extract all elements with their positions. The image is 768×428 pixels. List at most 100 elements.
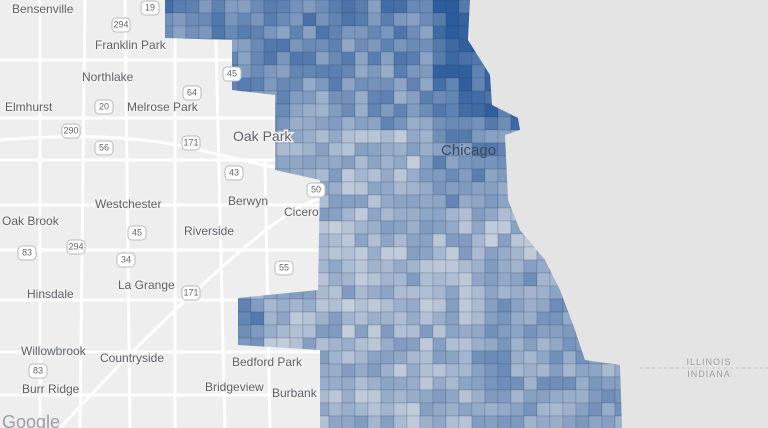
tract bbox=[497, 363, 512, 378]
tract bbox=[458, 285, 473, 300]
tract bbox=[458, 64, 473, 79]
tract bbox=[406, 116, 421, 131]
tract bbox=[432, 272, 447, 287]
tract bbox=[367, 0, 382, 14]
tract bbox=[419, 25, 434, 40]
shield: 19 bbox=[145, 2, 155, 12]
tract bbox=[315, 298, 330, 313]
tract bbox=[263, 12, 278, 27]
tract bbox=[380, 285, 395, 300]
tract bbox=[406, 51, 421, 66]
tract bbox=[211, 0, 226, 14]
tract bbox=[341, 376, 356, 391]
shield: 56 bbox=[99, 142, 109, 152]
place-label: Oak Park bbox=[233, 128, 292, 144]
tract bbox=[354, 181, 369, 196]
tract bbox=[419, 155, 434, 170]
tract bbox=[536, 324, 551, 339]
tract bbox=[341, 90, 356, 105]
tract bbox=[341, 311, 356, 326]
tract bbox=[419, 168, 434, 183]
tract bbox=[419, 181, 434, 196]
tract bbox=[497, 389, 512, 404]
shield-bg bbox=[61, 123, 81, 139]
tract bbox=[432, 90, 447, 105]
tract bbox=[315, 103, 330, 118]
tract bbox=[315, 142, 330, 157]
tract bbox=[510, 246, 525, 261]
tract bbox=[276, 38, 291, 53]
tract bbox=[341, 12, 356, 27]
tract bbox=[523, 337, 538, 352]
tract bbox=[289, 129, 304, 144]
shield-bg bbox=[28, 363, 48, 379]
tract bbox=[406, 259, 421, 274]
place-label: Bridgeview bbox=[205, 380, 264, 394]
tract bbox=[406, 25, 421, 40]
tract bbox=[367, 376, 382, 391]
tract bbox=[328, 168, 343, 183]
tract bbox=[601, 376, 616, 391]
tract bbox=[302, 38, 317, 53]
tract bbox=[445, 77, 460, 92]
tract bbox=[250, 38, 265, 53]
tract bbox=[328, 415, 343, 428]
tract bbox=[380, 337, 395, 352]
tract bbox=[354, 155, 369, 170]
tract bbox=[237, 51, 252, 66]
place-label: Bedford Park bbox=[232, 355, 303, 369]
tract bbox=[380, 64, 395, 79]
tract bbox=[289, 64, 304, 79]
tract bbox=[354, 415, 369, 428]
tract bbox=[354, 311, 369, 326]
tract bbox=[250, 77, 265, 92]
tract bbox=[341, 194, 356, 209]
tract bbox=[445, 311, 460, 326]
tract bbox=[406, 142, 421, 157]
shield-bg bbox=[66, 239, 86, 255]
tract bbox=[289, 25, 304, 40]
shield-bg bbox=[94, 140, 114, 156]
tract bbox=[432, 207, 447, 222]
tract bbox=[302, 64, 317, 79]
shield: 294 bbox=[68, 241, 83, 251]
tract bbox=[445, 103, 460, 118]
shield-bg bbox=[94, 99, 114, 115]
tract bbox=[588, 402, 603, 417]
tract bbox=[419, 415, 434, 428]
tract bbox=[354, 12, 369, 27]
tract bbox=[302, 90, 317, 105]
shield: 64 bbox=[187, 87, 197, 97]
tract bbox=[432, 415, 447, 428]
tract bbox=[393, 116, 408, 131]
shield: 43 bbox=[229, 167, 239, 177]
shield: 83 bbox=[22, 247, 32, 257]
tract bbox=[328, 77, 343, 92]
tract bbox=[341, 0, 356, 14]
shield-bg bbox=[116, 252, 136, 268]
tract bbox=[497, 415, 512, 428]
tract bbox=[302, 298, 317, 313]
tract bbox=[380, 25, 395, 40]
tract bbox=[328, 64, 343, 79]
tract bbox=[523, 402, 538, 417]
tract bbox=[315, 64, 330, 79]
tract bbox=[354, 116, 369, 131]
tract bbox=[445, 51, 460, 66]
tract bbox=[445, 168, 460, 183]
tract bbox=[562, 402, 577, 417]
tract bbox=[419, 220, 434, 235]
tract bbox=[354, 194, 369, 209]
tract bbox=[432, 38, 447, 53]
tract bbox=[406, 350, 421, 365]
tract bbox=[393, 12, 408, 27]
tract bbox=[471, 116, 486, 131]
tract bbox=[172, 25, 187, 40]
tract bbox=[484, 272, 499, 287]
tract bbox=[458, 103, 473, 118]
tract bbox=[250, 298, 265, 313]
tract bbox=[302, 12, 317, 27]
tract bbox=[445, 64, 460, 79]
tract bbox=[380, 38, 395, 53]
tract bbox=[484, 324, 499, 339]
